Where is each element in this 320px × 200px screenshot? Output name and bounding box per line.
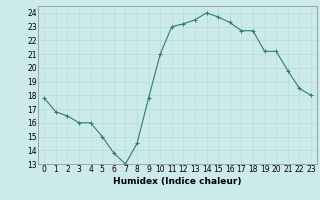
X-axis label: Humidex (Indice chaleur): Humidex (Indice chaleur): [113, 177, 242, 186]
